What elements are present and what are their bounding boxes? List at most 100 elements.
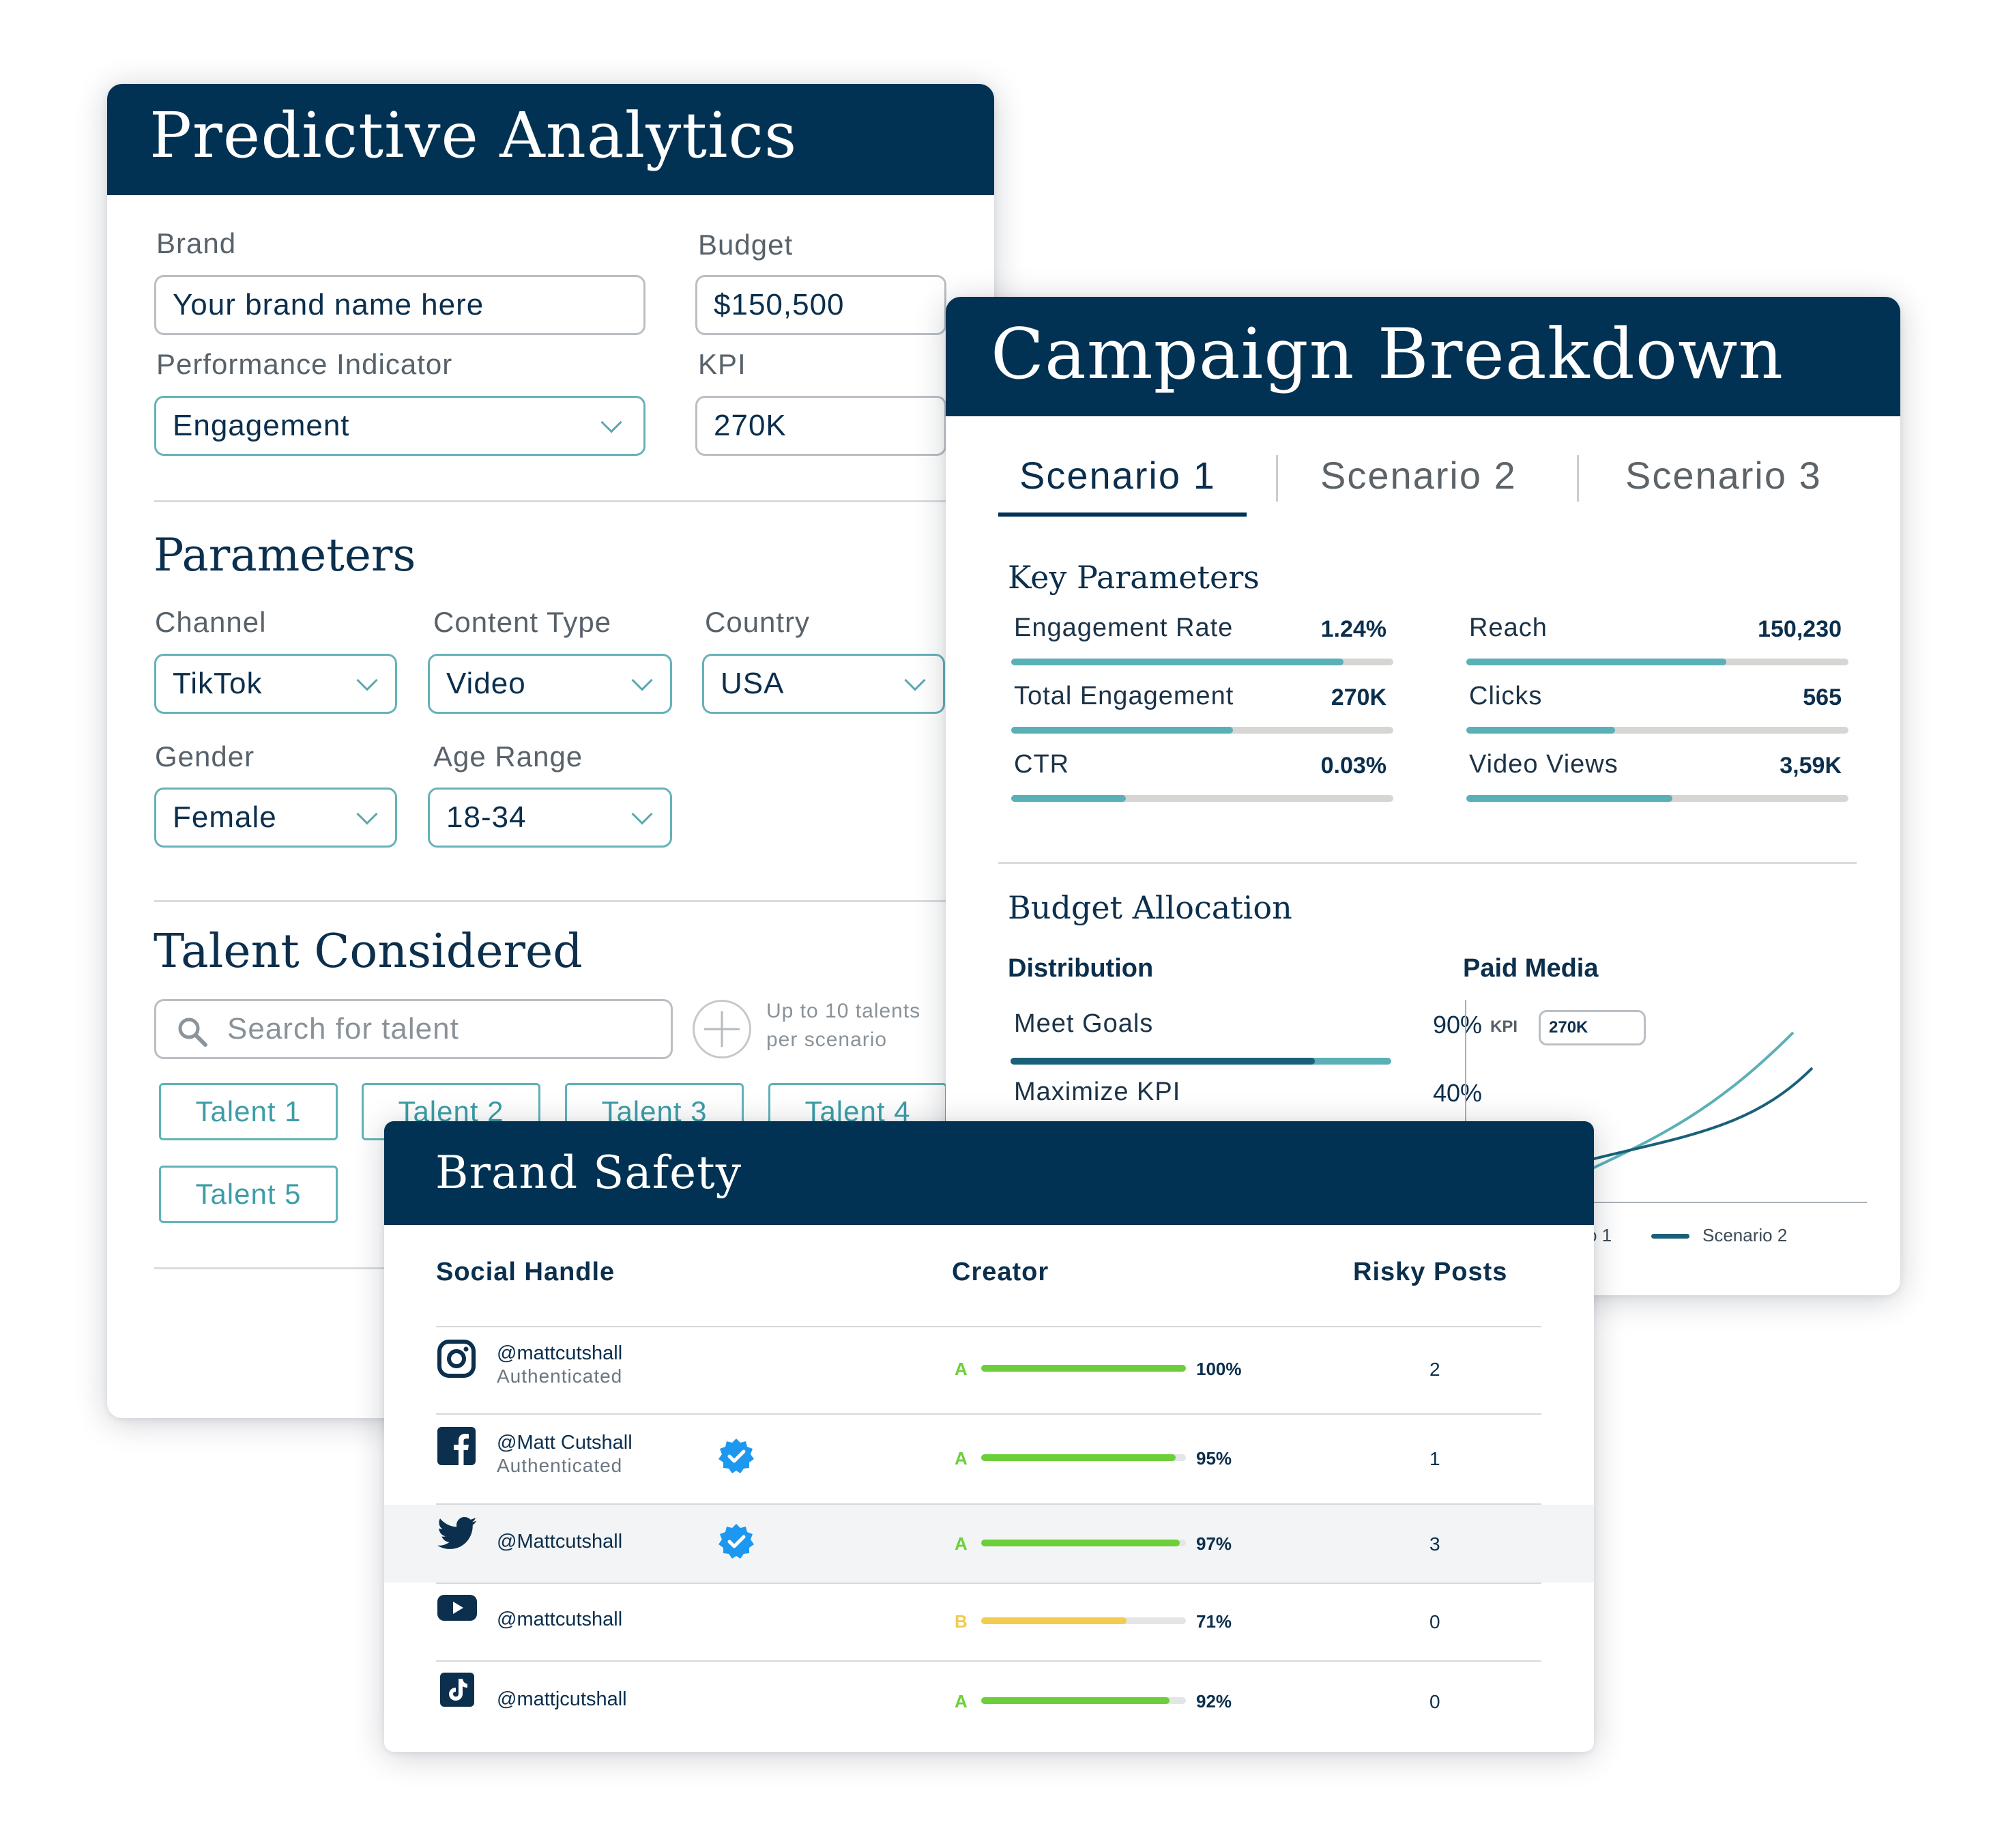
age-range-value: 18-34	[446, 800, 527, 834]
plus-icon	[704, 1011, 740, 1047]
channel-select[interactable]: TikTok	[154, 654, 397, 714]
creator-score: 92%	[1196, 1691, 1232, 1712]
tab-scenario-2[interactable]: Scenario 2	[1320, 454, 1517, 497]
creator-score: 97%	[1196, 1533, 1232, 1554]
chart-kpi-value: 270K	[1549, 1018, 1588, 1037]
budget-input[interactable]: $150,500	[695, 275, 946, 335]
creator-score-bar	[981, 1697, 1186, 1704]
key-parameters-title: Key Parameters	[1008, 559, 1260, 596]
row-divider	[436, 1583, 1541, 1584]
chart-kpi-input[interactable]: 270K	[1539, 1010, 1646, 1045]
creator-score-bar-fill	[981, 1365, 1186, 1372]
creator-grade: B	[955, 1611, 968, 1632]
tab-scenario-1[interactable]: Scenario 1	[1019, 454, 1216, 497]
brand-input[interactable]: Your brand name here	[154, 275, 645, 335]
campaign-breakdown-header: Campaign Breakdown	[946, 297, 1900, 416]
creator-score-bar	[981, 1454, 1186, 1461]
section-divider	[998, 862, 1857, 864]
talent-hint-line-2: per scenario	[766, 1028, 888, 1051]
distribution-value: 40%	[1432, 1079, 1482, 1107]
social-handle[interactable]: @mattcutshall	[497, 1608, 623, 1630]
talent-considered-title: Talent Considered	[154, 925, 583, 979]
twitter-icon	[437, 1517, 478, 1555]
predictive-analytics-title: Predictive Analytics	[149, 99, 798, 172]
creator-grade: A	[955, 1533, 968, 1554]
column-header-creator: Creator	[952, 1258, 1049, 1286]
gender-value: Female	[173, 800, 277, 834]
creator-grade: A	[955, 1448, 968, 1469]
paid-media-title: Paid Media	[1463, 954, 1599, 983]
creator-score: 100%	[1196, 1359, 1242, 1379]
metric-bar	[1466, 795, 1848, 802]
metric-name: Total Engagement	[1014, 682, 1234, 710]
talent-chip-5[interactable]: Talent 5	[159, 1166, 338, 1223]
gender-select[interactable]: Female	[154, 788, 397, 848]
metric-name: Engagement Rate	[1014, 613, 1234, 642]
metric-value: 150,230	[1758, 616, 1842, 642]
chevron-down-icon	[600, 412, 622, 433]
budget-label: Budget	[698, 229, 794, 261]
social-handle[interactable]: @mattjcutshall	[497, 1688, 627, 1710]
risky-posts-count: 3	[1429, 1533, 1440, 1555]
creator-grade: A	[955, 1691, 968, 1712]
social-handle[interactable]: @mattcutshall	[497, 1342, 623, 1364]
creator-score-bar-fill	[981, 1540, 1180, 1546]
tab-separator	[1276, 455, 1278, 502]
parameters-title: Parameters	[154, 529, 416, 581]
section-divider	[154, 900, 994, 902]
tab-scenario-3[interactable]: Scenario 3	[1625, 454, 1822, 497]
country-value: USA	[721, 667, 785, 700]
talent-search-placeholder: Search for talent	[227, 1012, 459, 1045]
row-divider	[436, 1413, 1541, 1415]
metric-value: 565	[1803, 684, 1842, 710]
brand-safety-title: Brand Safety	[435, 1146, 742, 1199]
chevron-down-icon	[631, 803, 653, 825]
brand-label: Brand	[156, 227, 237, 259]
age-range-select[interactable]: 18-34	[428, 788, 672, 848]
campaign-breakdown-title: Campaign Breakdown	[991, 314, 1784, 395]
creator-score-bar	[981, 1365, 1186, 1372]
metric-name: Reach	[1469, 613, 1548, 642]
performance-indicator-select[interactable]: Engagement	[154, 396, 645, 456]
content-type-label: Content Type	[433, 606, 612, 638]
campaign-breakdown-card: Campaign Breakdown Scenario 1 Scenario 2…	[946, 297, 1900, 1295]
creator-grade: A	[955, 1359, 968, 1379]
column-header-risky-posts: Risky Posts	[1353, 1258, 1508, 1286]
creator-score-bar-fill	[981, 1454, 1176, 1461]
social-handle[interactable]: @Mattcutshall	[497, 1531, 623, 1553]
social-handle[interactable]: @Matt Cutshall	[497, 1432, 633, 1454]
metric-name: CTR	[1014, 750, 1070, 779]
column-header-social-handle: Social Handle	[436, 1258, 615, 1286]
creator-score: 71%	[1196, 1611, 1232, 1632]
risky-posts-count: 0	[1429, 1691, 1440, 1712]
metric-value: 1.24%	[1320, 616, 1387, 642]
section-divider	[154, 500, 994, 502]
series-line-scenario-2	[1580, 1067, 1814, 1164]
metric-name: Clicks	[1469, 682, 1543, 710]
distribution-name: Meet Goals	[1014, 1009, 1154, 1038]
add-talent-button[interactable]	[693, 1000, 751, 1058]
talent-chip-1[interactable]: Talent 1	[159, 1083, 338, 1140]
kpi-label: KPI	[698, 348, 746, 380]
metric-bar	[1011, 727, 1393, 734]
talent-search-input[interactable]: Search for talent	[154, 999, 673, 1059]
budget-value: $150,500	[714, 288, 845, 321]
metric-name: Video Views	[1469, 750, 1618, 779]
creator-score-bar	[981, 1540, 1186, 1546]
brand-safety-header: Brand Safety	[384, 1121, 1594, 1225]
content-type-select[interactable]: Video	[428, 654, 672, 714]
chart-kpi-label: KPI	[1490, 1017, 1518, 1036]
authentication-status: Authenticated	[497, 1455, 623, 1476]
verified-badge-icon	[717, 1437, 755, 1479]
distribution-bar	[1011, 1058, 1391, 1065]
country-select[interactable]: USA	[702, 654, 945, 714]
youtube-icon	[437, 1593, 477, 1626]
row-divider	[436, 1326, 1541, 1327]
risky-posts-count: 1	[1429, 1448, 1440, 1469]
distribution-value: 90%	[1432, 1011, 1482, 1039]
facebook-icon	[437, 1427, 476, 1469]
budget-allocation-title: Budget Allocation	[1008, 889, 1292, 926]
kpi-input[interactable]: 270K	[695, 396, 946, 456]
chevron-down-icon	[356, 803, 378, 825]
instagram-icon	[437, 1340, 476, 1381]
